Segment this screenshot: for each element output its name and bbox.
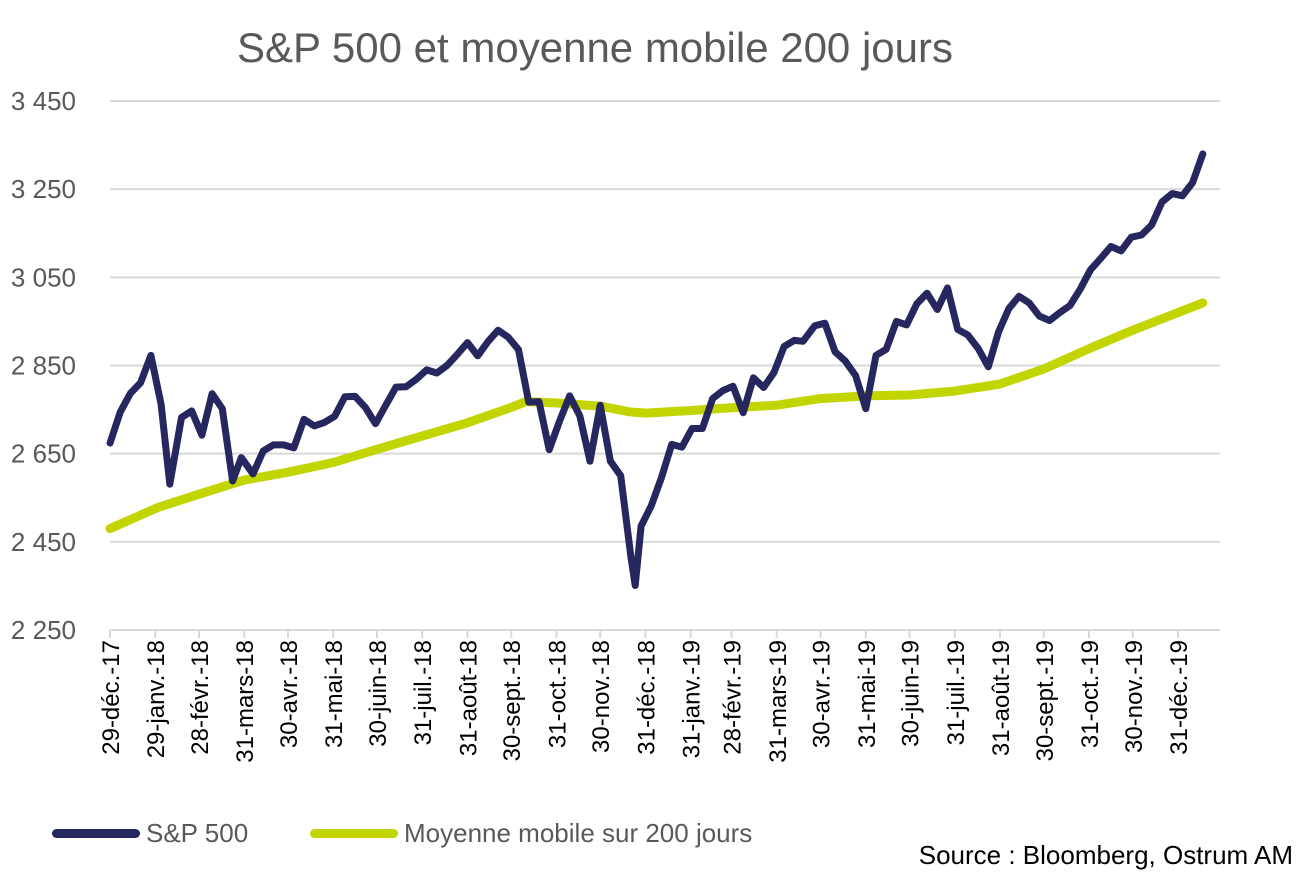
chart-title: S&P 500 et moyenne mobile 200 jours: [236, 24, 953, 71]
y-tick-label: 2 250: [11, 615, 76, 645]
x-tick-label: 31-mars-18: [232, 640, 259, 763]
x-tick-label: 31-janv.-19: [679, 640, 706, 758]
x-tick-label: 31-juil.-19: [943, 640, 970, 745]
legend-item-sp500: S&P 500: [52, 818, 248, 849]
gridlines: [110, 100, 1220, 543]
x-tick-label: 29-déc.-17: [98, 640, 125, 755]
y-tick-label: 2 450: [11, 527, 76, 557]
x-tick-label: 30-avr.-19: [809, 640, 836, 748]
y-tick-label: 2 850: [11, 351, 76, 381]
x-tick-label: 28-févr.-19: [720, 640, 747, 755]
legend-label-moving-average: Moyenne mobile sur 200 jours: [404, 818, 753, 848]
legend-label-sp500: S&P 500: [146, 818, 249, 848]
x-tick-label: 28-févr.-18: [187, 640, 214, 755]
x-tick-label: 31-déc.-18: [633, 640, 660, 755]
series-lines: [105, 150, 1208, 589]
x-tick-label: 31-juil.-18: [410, 640, 437, 745]
legend-swatch-moving-average: [310, 829, 398, 838]
x-tick-label: 30-sept.-18: [499, 640, 526, 761]
x-tick-label: 31-août-18: [455, 640, 482, 756]
x-tick-label: 31-mai-18: [321, 640, 348, 748]
legend-item-moving-average: Moyenne mobile sur 200 jours: [310, 818, 752, 849]
source-note: Source : Bloomberg, Ostrum AM: [918, 840, 1293, 870]
x-tick-label: 31-août-19: [988, 640, 1015, 756]
x-tick-label: 30-sept.-19: [1032, 640, 1059, 761]
x-tick-label: 31-oct.-18: [544, 640, 571, 748]
y-tick-label: 3 050: [11, 262, 76, 292]
x-tick-label: 31-oct.-19: [1077, 640, 1104, 748]
y-tick-label: 2 650: [11, 439, 76, 469]
x-tick-label: 31-déc.-19: [1166, 640, 1193, 755]
x-tick-label: 31-mai-19: [854, 640, 881, 748]
series-line-sp500: [106, 150, 1207, 589]
y-axis-tick-labels: 2 250 2 450 2 650 2 850 3 050 3 250 3 450: [11, 86, 76, 645]
x-tick-label: 30-juin-18: [365, 640, 392, 747]
x-tick-label: 31-mars-19: [765, 640, 792, 763]
x-tick-label: 30-avr.-18: [276, 640, 303, 748]
y-tick-label: 3 450: [11, 86, 76, 116]
x-axis: 29-déc.-17 29-janv.-18 28-févr.-18 31-mars-…: [98, 629, 1220, 763]
x-tick-label: 30-nov.-18: [588, 640, 615, 753]
y-tick-label: 3 250: [11, 174, 76, 204]
x-tick-label: 29-janv.-18: [143, 640, 170, 758]
x-tick-label: 30-nov.-19: [1121, 640, 1148, 753]
series-line-moving-average: [105, 298, 1208, 534]
legend-swatch-sp500: [52, 829, 140, 838]
x-tick-label: 30-juin-19: [898, 640, 925, 747]
